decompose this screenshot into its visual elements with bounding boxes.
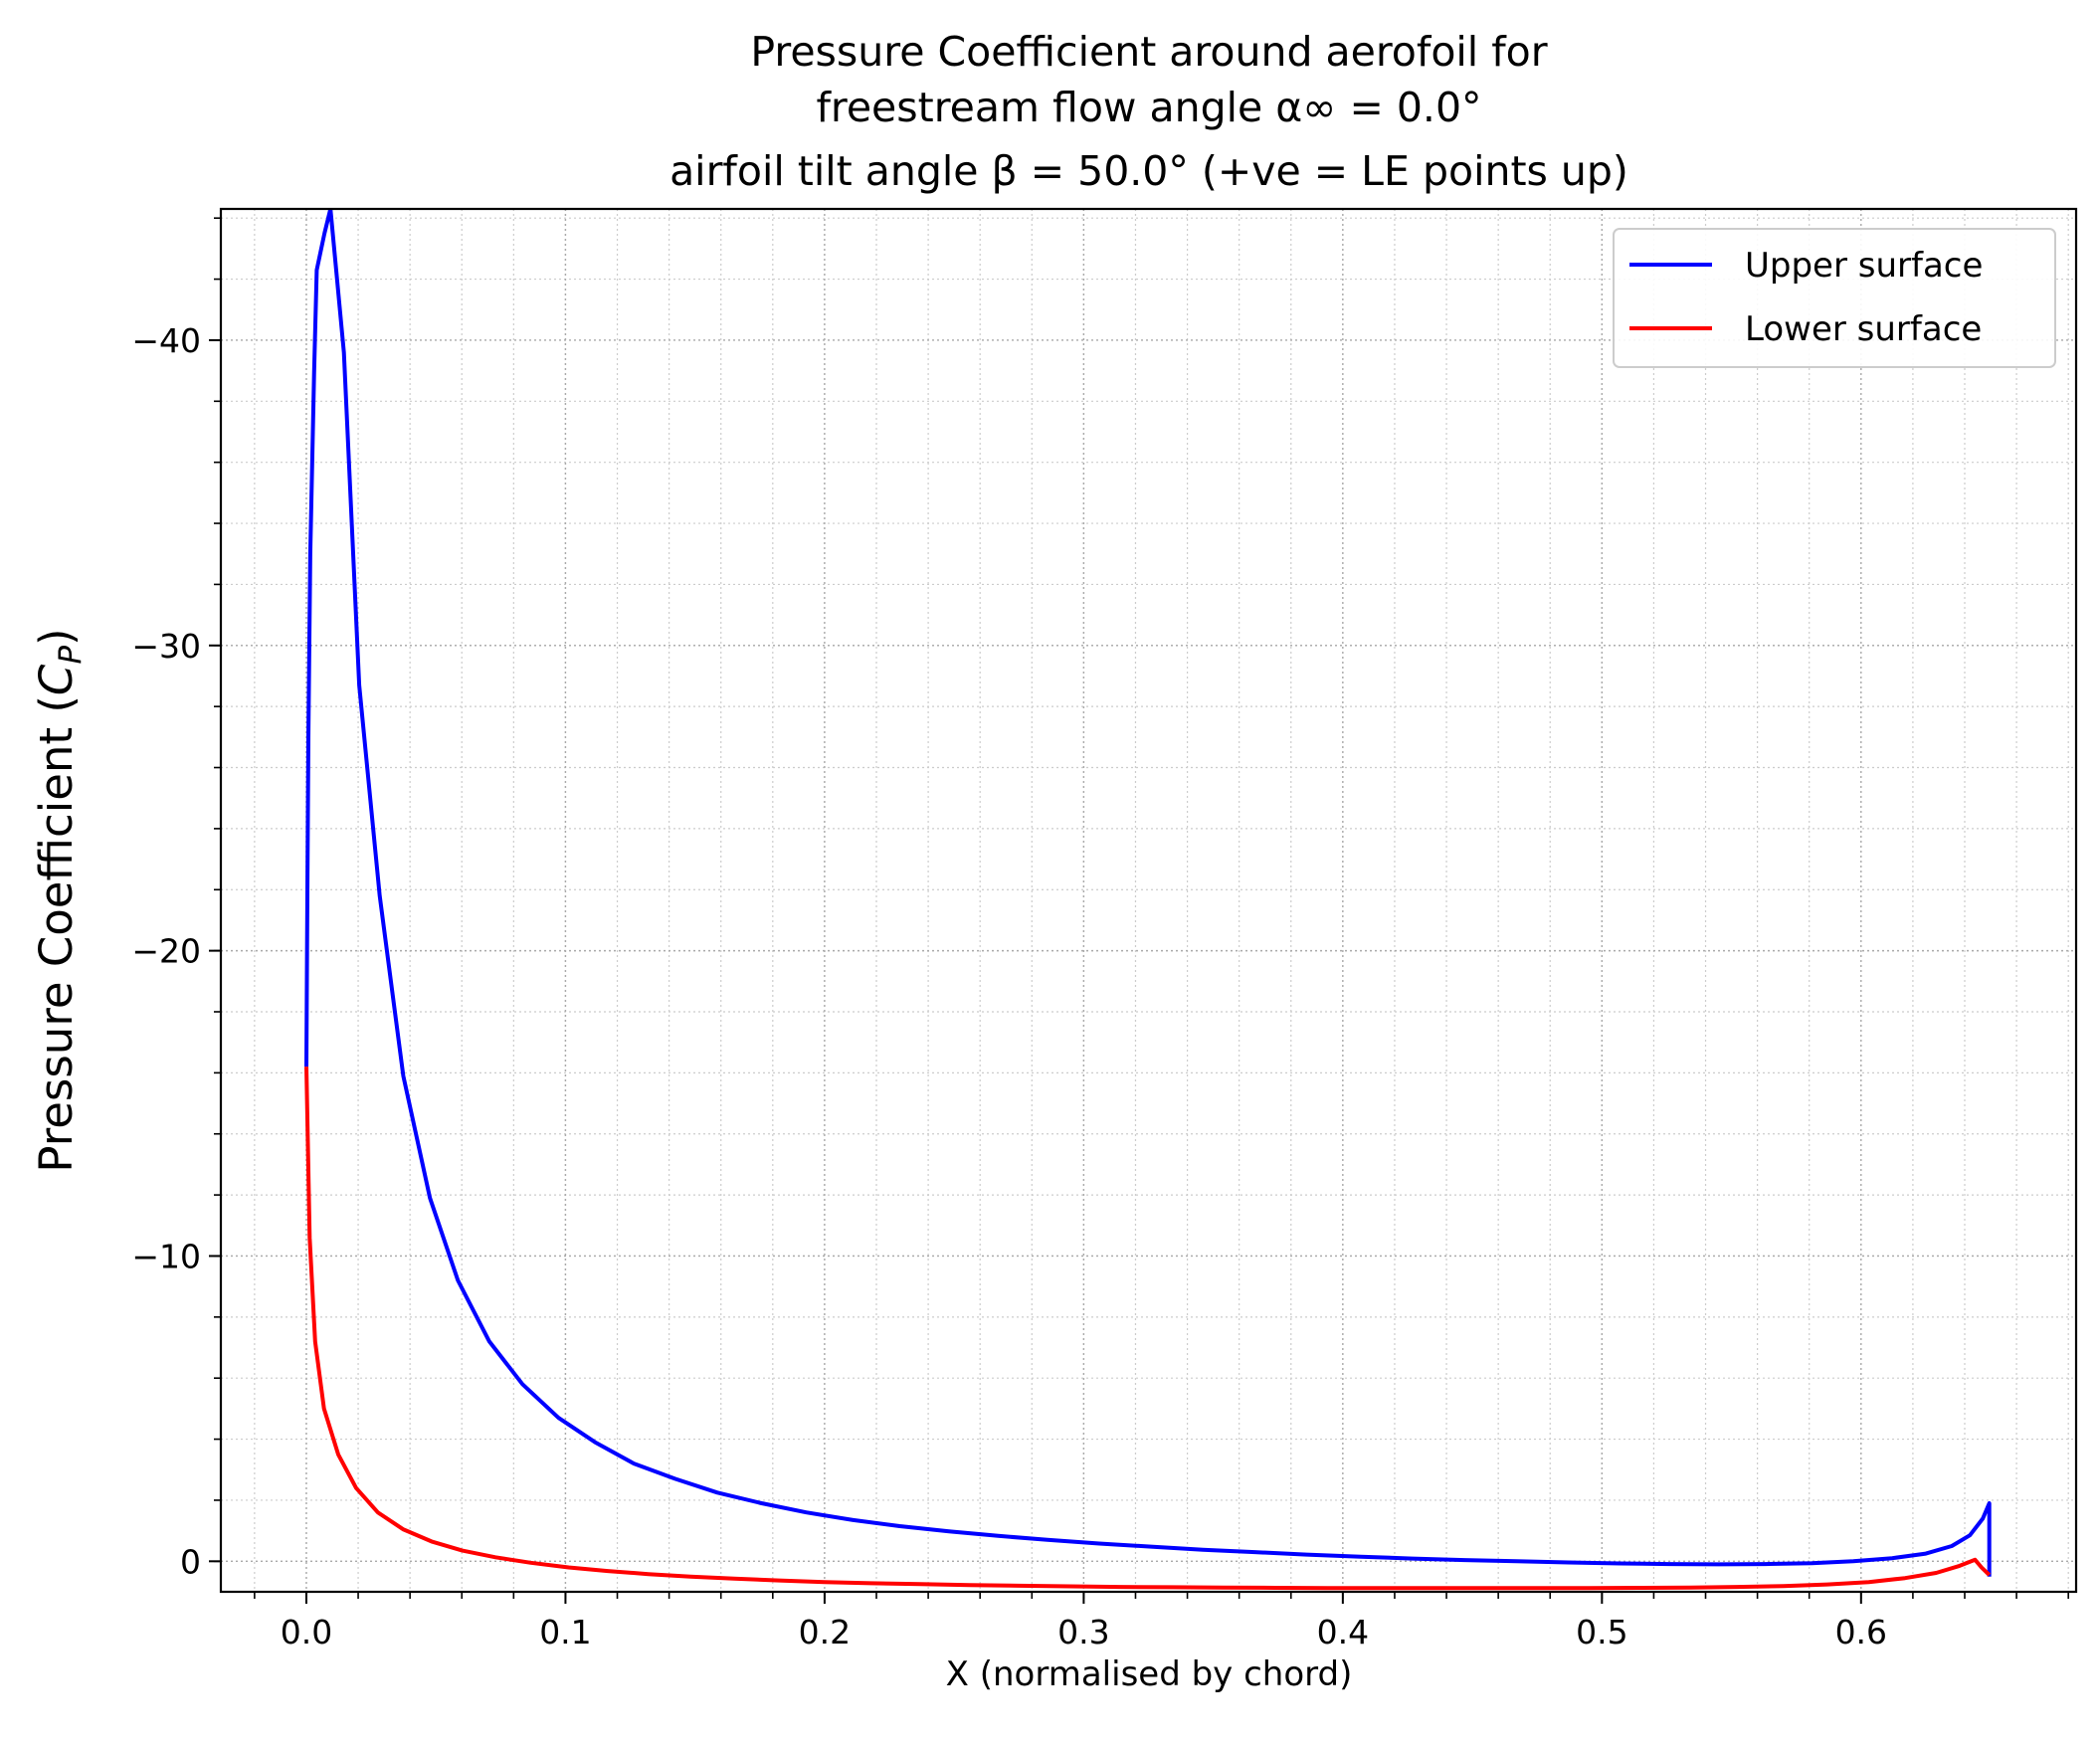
legend-label-lower-surface: Lower surface <box>1745 309 1982 349</box>
y-axis-label: Pressure Coefficient (CP) <box>30 628 89 1172</box>
plot-frame <box>219 207 2078 1594</box>
y-axis-label-subscript: P <box>53 646 89 665</box>
legend-label-upper-surface: Upper surface <box>1745 246 1983 286</box>
axis-ticks: 0.0 0.1 0.2 0.3 0.4 0.5 0.6 −40 −30 −20 −10 0 <box>131 217 2069 1651</box>
series-line-lower-surface <box>304 1067 1992 1591</box>
y-axis-label-close: ) <box>30 628 83 646</box>
x-tick-label: 0.4 <box>1317 1613 1369 1651</box>
title-line-2: freestream flow angle α∞ = 0.0° <box>816 84 1481 131</box>
x-tick-label: 0.5 <box>1576 1613 1627 1651</box>
x-tick-label: 0.2 <box>799 1613 851 1651</box>
y-tick-label: −10 <box>131 1237 201 1275</box>
x-tick-label: 0.1 <box>539 1613 591 1651</box>
legend: Upper surface Lower surface <box>1613 228 2056 368</box>
y-axis-label-symbol: C <box>30 664 83 695</box>
y-axis-label-main: Pressure Coefficient ( <box>30 695 83 1173</box>
y-tick-label: −20 <box>131 932 201 971</box>
chart-title: Pressure Coefficient around aerofoil for… <box>669 28 1628 195</box>
plot-background <box>221 209 2076 1592</box>
y-tick-label: 0 <box>180 1542 201 1581</box>
title-line-1: Pressure Coefficient around aerofoil for <box>750 28 1547 76</box>
x-axis-label: X (normalised by chord) <box>946 1654 1353 1694</box>
title-line-3: airfoil tilt angle β = 50.0° (+ve = LE p… <box>669 147 1628 195</box>
x-tick-label: 0.3 <box>1057 1613 1109 1651</box>
legend-box <box>1613 228 2056 368</box>
y-tick-label: −40 <box>131 321 201 360</box>
x-tick-label: 0.6 <box>1835 1613 1887 1651</box>
x-tick-label: 0.0 <box>281 1613 332 1651</box>
series-line-upper-surface <box>304 209 1992 1577</box>
series-layer <box>304 209 1992 1591</box>
y-tick-label: −30 <box>131 627 201 666</box>
